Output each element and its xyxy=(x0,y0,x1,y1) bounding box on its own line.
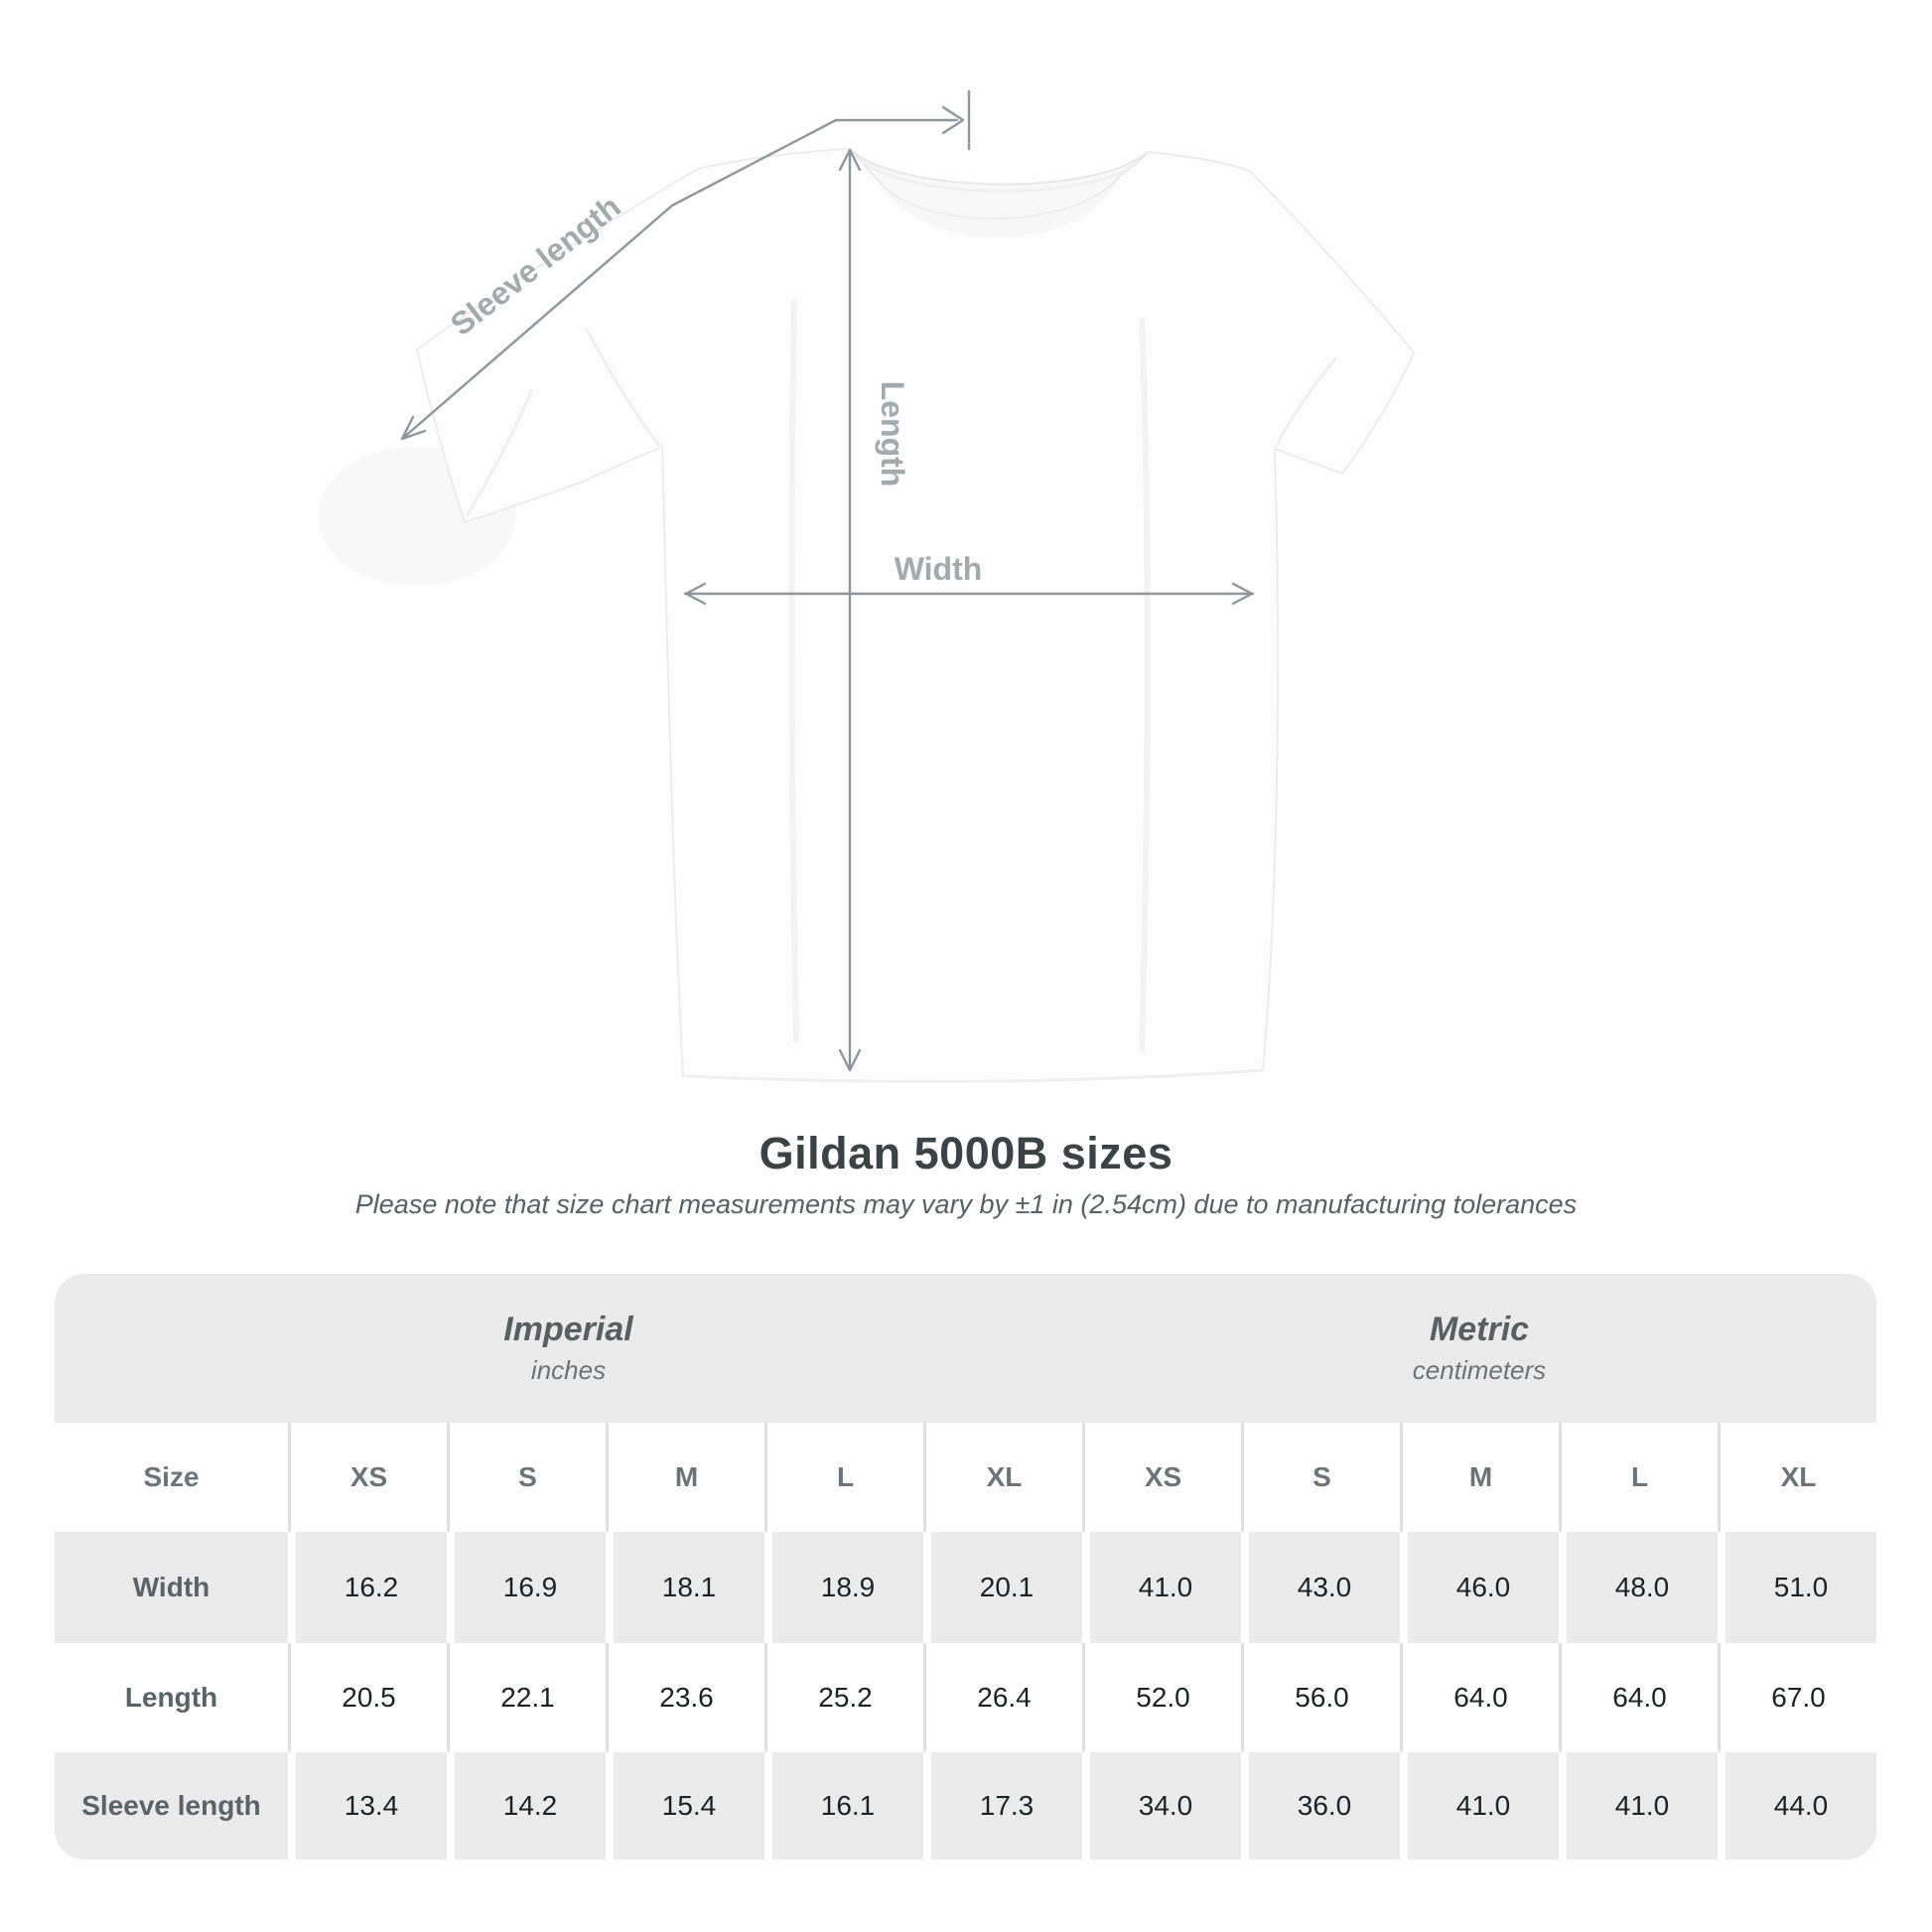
row-label: Size xyxy=(55,1423,288,1532)
column-header: XL xyxy=(923,1423,1082,1532)
table-row: Length 20.5 22.1 23.6 25.2 26.4 52.0 56.0 64.0 64… xyxy=(55,1643,1876,1752)
value-cell: 44.0 xyxy=(1718,1752,1876,1860)
table-row: Width 16.2 16.9 18.1 18.9 20.1 41.0 43.0 46.0 48.… xyxy=(55,1532,1876,1643)
value-cell: 46.0 xyxy=(1400,1532,1559,1643)
tshirt-shading xyxy=(1139,317,1151,1053)
tshirt-measurement-diagram: Sleeve length Length Width xyxy=(400,89,1416,1083)
page-title: Gildan 5000B sizes xyxy=(759,1128,1173,1178)
value-cell: 16.1 xyxy=(764,1752,923,1860)
value-cell: 52.0 xyxy=(1082,1643,1241,1752)
length-label: Length xyxy=(875,381,910,487)
size-table: Imperial inches Metric centimeters Size X… xyxy=(55,1274,1876,1860)
value-cell: 20.5 xyxy=(288,1643,447,1752)
value-cell: 67.0 xyxy=(1718,1643,1876,1752)
value-cell: 13.4 xyxy=(288,1752,447,1860)
tshirt-shading xyxy=(788,297,799,1043)
value-cell: 56.0 xyxy=(1241,1643,1400,1752)
value-cell: 41.0 xyxy=(1082,1532,1241,1643)
metric-header: Metric centimeters xyxy=(1082,1274,1876,1423)
width-label: Width xyxy=(895,551,983,587)
metric-label: Metric xyxy=(1429,1311,1530,1348)
value-cell: 64.0 xyxy=(1400,1643,1559,1752)
column-header: S xyxy=(1241,1423,1400,1532)
column-header: L xyxy=(764,1423,923,1532)
tshirt-graphic xyxy=(415,147,1416,1083)
value-cell: 17.3 xyxy=(923,1752,1082,1860)
value-cell: 48.0 xyxy=(1559,1532,1718,1643)
arrowhead-up-icon xyxy=(838,148,862,172)
collar-shadow xyxy=(878,177,1120,238)
column-header: L xyxy=(1559,1423,1718,1532)
tolerance-note: Please note that size chart measurements… xyxy=(354,1189,1578,1219)
value-cell: 22.1 xyxy=(447,1643,606,1752)
imperial-label: Imperial xyxy=(503,1311,633,1348)
column-header: XS xyxy=(1082,1423,1241,1532)
value-cell: 23.6 xyxy=(606,1643,764,1752)
column-header: M xyxy=(606,1423,764,1532)
value-cell: 26.4 xyxy=(923,1643,1082,1752)
metric-sublabel: centimeters xyxy=(1412,1355,1547,1385)
value-cell: 18.1 xyxy=(606,1532,764,1643)
value-cell: 15.4 xyxy=(606,1752,764,1860)
sleeve-measure-diagonal-line xyxy=(400,118,838,441)
column-header: XL xyxy=(1718,1423,1876,1532)
tshirt-collar xyxy=(849,148,1149,220)
value-cell: 41.0 xyxy=(1559,1752,1718,1860)
table-row: Size XS S M L XL XS S M L XL xyxy=(55,1423,1876,1532)
collar-seam xyxy=(858,157,1141,193)
value-cell: 16.9 xyxy=(447,1532,606,1643)
arrowhead-left-icon xyxy=(684,582,707,606)
size-table-body: Size XS S M L XL XS S M L XL Width 16.2 16.9 18.1 18.9 2… xyxy=(55,1423,1876,1860)
value-cell: 43.0 xyxy=(1241,1532,1400,1643)
column-header: M xyxy=(1400,1423,1559,1532)
row-label: Length xyxy=(55,1643,288,1752)
value-cell: 34.0 xyxy=(1082,1752,1241,1860)
arrowhead-down-icon xyxy=(838,1048,862,1072)
hem-seam xyxy=(682,1068,1264,1083)
row-label: Sleeve length xyxy=(55,1752,288,1860)
arrowhead-right-icon xyxy=(1231,582,1254,606)
row-label: Width xyxy=(55,1532,288,1643)
value-cell: 25.2 xyxy=(764,1643,923,1752)
column-header: S xyxy=(447,1423,606,1532)
arrowhead-down-left-icon xyxy=(400,415,427,441)
unit-header-row: Imperial inches Metric centimeters xyxy=(55,1274,1876,1423)
table-row: Sleeve length 13.4 14.2 15.4 16.1 17.3 34.0 36.… xyxy=(55,1752,1876,1860)
imperial-header: Imperial inches xyxy=(55,1274,1082,1423)
value-cell: 51.0 xyxy=(1718,1532,1876,1643)
tshirt-shading xyxy=(584,327,664,450)
arrowhead-right-icon xyxy=(941,105,965,135)
value-cell: 64.0 xyxy=(1559,1643,1718,1752)
value-cell: 14.2 xyxy=(447,1752,606,1860)
value-cell: 16.2 xyxy=(288,1532,447,1643)
tshirt-shading xyxy=(465,388,534,517)
value-cell: 20.1 xyxy=(923,1532,1082,1643)
tshirt-shading xyxy=(1273,356,1338,450)
column-header: XS xyxy=(288,1423,447,1532)
value-cell: 36.0 xyxy=(1241,1752,1400,1860)
imperial-sublabel: inches xyxy=(530,1355,607,1385)
value-cell: 18.9 xyxy=(764,1532,923,1643)
value-cell: 41.0 xyxy=(1400,1752,1559,1860)
